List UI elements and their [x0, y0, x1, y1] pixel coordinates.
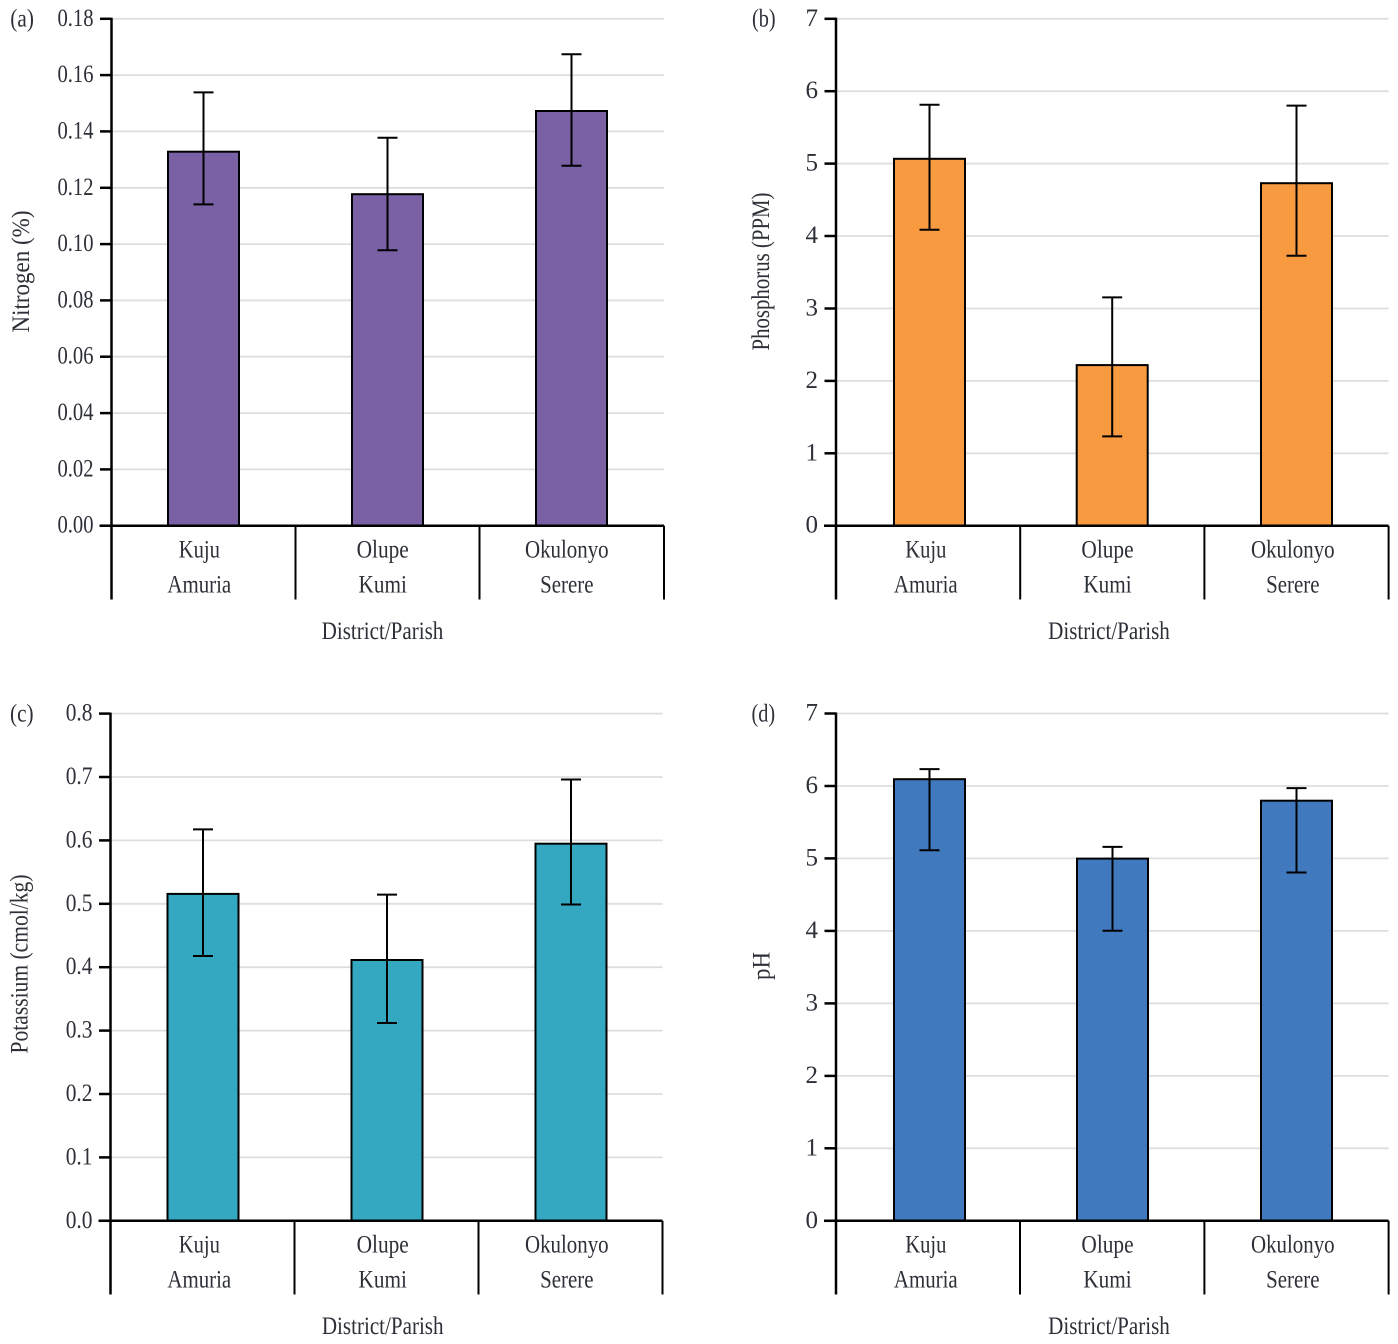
svg-text:Okulonyo: Okulonyo: [1251, 1232, 1335, 1259]
svg-text:5: 5: [806, 844, 819, 871]
svg-text:0.00: 0.00: [58, 512, 94, 539]
svg-text:Okulonyo: Okulonyo: [525, 1232, 609, 1259]
svg-text:Serere: Serere: [540, 571, 593, 598]
svg-text:7: 7: [806, 700, 819, 727]
svg-text:0.4: 0.4: [66, 953, 93, 980]
svg-text:Kumi: Kumi: [1083, 571, 1131, 598]
svg-text:4: 4: [806, 917, 819, 944]
svg-text:6: 6: [806, 772, 819, 799]
svg-text:Olupe: Olupe: [357, 1232, 409, 1259]
svg-text:Okulonyo: Okulonyo: [1251, 537, 1335, 564]
svg-text:Kumi: Kumi: [1083, 1266, 1131, 1293]
svg-text:(d): (d): [752, 700, 776, 727]
svg-text:0.3: 0.3: [66, 1017, 93, 1044]
svg-text:0.06: 0.06: [58, 343, 94, 370]
svg-text:0.16: 0.16: [58, 61, 94, 88]
svg-text:Kumi: Kumi: [359, 1266, 407, 1293]
svg-text:Kuju: Kuju: [179, 537, 221, 564]
svg-text:Kuju: Kuju: [179, 1232, 221, 1259]
svg-text:0.2: 0.2: [66, 1080, 93, 1107]
svg-text:0: 0: [806, 1207, 819, 1234]
svg-text:Phosphorus (PPM): Phosphorus (PPM): [748, 193, 775, 351]
svg-text:0.8: 0.8: [66, 700, 93, 727]
svg-text:0: 0: [806, 512, 819, 539]
svg-text:Amuria: Amuria: [894, 1266, 958, 1293]
svg-text:2: 2: [806, 367, 819, 394]
svg-text:(c): (c): [10, 700, 34, 727]
svg-text:0.02: 0.02: [58, 455, 94, 482]
svg-text:District/Parish: District/Parish: [1048, 1313, 1170, 1340]
svg-text:Olupe: Olupe: [357, 537, 409, 564]
svg-text:District/Parish: District/Parish: [1048, 618, 1170, 645]
svg-text:0.04: 0.04: [58, 399, 94, 426]
svg-text:0.5: 0.5: [66, 890, 93, 917]
svg-text:Serere: Serere: [540, 1266, 593, 1293]
svg-text:0.10: 0.10: [58, 230, 94, 257]
svg-text:Olupe: Olupe: [1081, 537, 1133, 564]
svg-text:0.12: 0.12: [58, 174, 94, 201]
svg-text:0.18: 0.18: [58, 5, 94, 32]
svg-text:3: 3: [806, 295, 819, 322]
svg-text:2: 2: [806, 1062, 819, 1089]
svg-text:(b): (b): [752, 5, 776, 32]
svg-text:Amuria: Amuria: [167, 571, 231, 598]
svg-text:District/Parish: District/Parish: [322, 618, 444, 645]
svg-text:7: 7: [806, 5, 819, 32]
svg-text:0.1: 0.1: [66, 1143, 93, 1170]
svg-text:Kumi: Kumi: [359, 571, 407, 598]
svg-text:Serere: Serere: [1266, 571, 1319, 598]
svg-text:6: 6: [806, 77, 819, 104]
svg-text:Serere: Serere: [1266, 1266, 1319, 1293]
svg-text:0.0: 0.0: [66, 1207, 93, 1234]
svg-text:(a): (a): [10, 5, 34, 32]
svg-text:3: 3: [806, 989, 819, 1016]
svg-text:0.6: 0.6: [66, 826, 93, 853]
svg-text:Potassium (cmol/kg): Potassium (cmol/kg): [7, 875, 34, 1054]
svg-text:1: 1: [806, 439, 819, 466]
svg-text:Kuju: Kuju: [905, 537, 947, 564]
svg-text:1: 1: [806, 1134, 819, 1161]
svg-text:0.08: 0.08: [58, 286, 94, 313]
svg-text:4: 4: [806, 222, 819, 249]
svg-text:Nitrogen (%): Nitrogen (%): [8, 211, 35, 333]
svg-text:Amuria: Amuria: [894, 571, 958, 598]
svg-text:Amuria: Amuria: [167, 1266, 231, 1293]
svg-text:0.14: 0.14: [58, 117, 94, 144]
svg-text:0.7: 0.7: [66, 763, 93, 790]
svg-text:5: 5: [806, 150, 819, 177]
svg-text:Okulonyo: Okulonyo: [525, 537, 609, 564]
svg-text:Olupe: Olupe: [1081, 1232, 1133, 1259]
svg-text:Kuju: Kuju: [905, 1232, 947, 1259]
svg-text:District/Parish: District/Parish: [322, 1313, 444, 1340]
svg-text:pH: pH: [749, 952, 776, 980]
